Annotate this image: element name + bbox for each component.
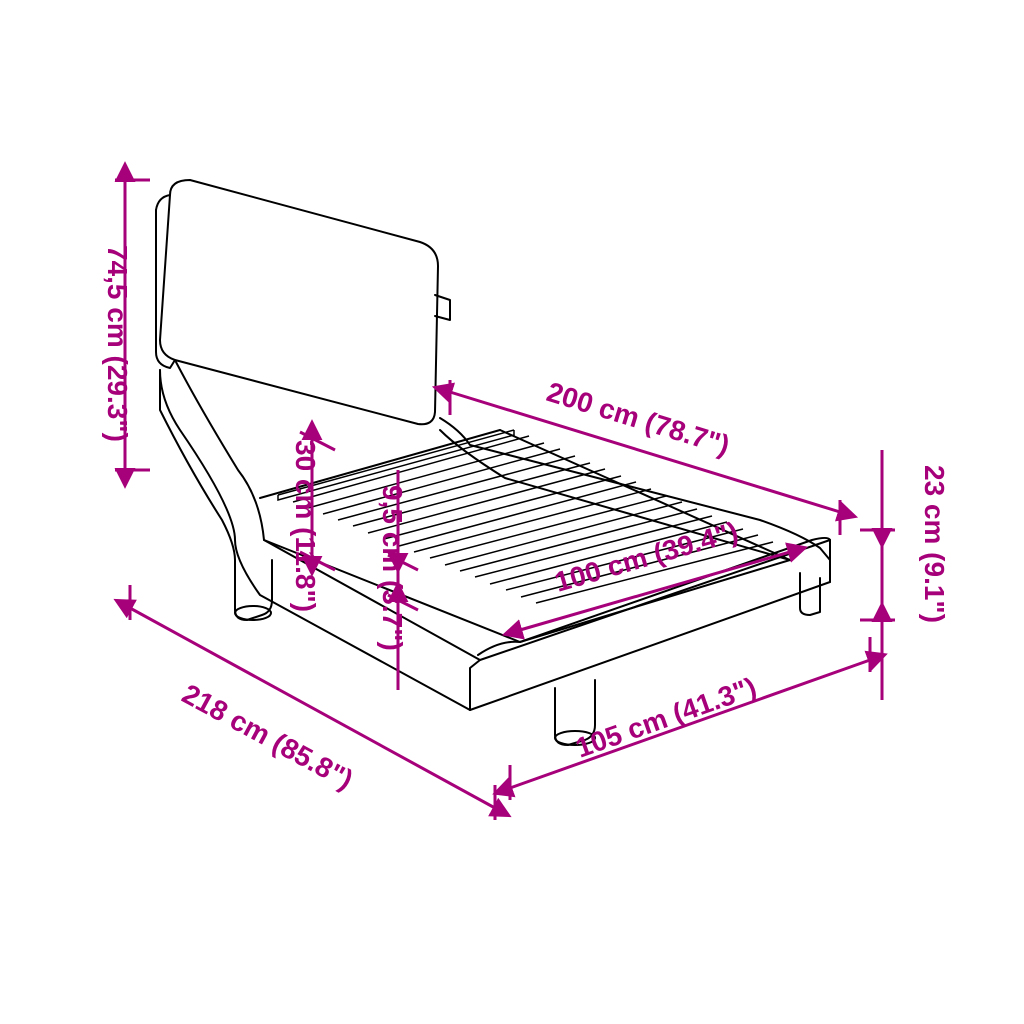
dim-inner-length: 200 cm (78.7") bbox=[543, 376, 733, 461]
dim-leg-height: 9,5 cm (3.7") bbox=[377, 485, 408, 651]
dim-overall-length: 218 cm (85.8") bbox=[177, 678, 358, 796]
dim-frame-height: 30 cm (11.8") bbox=[290, 440, 321, 612]
dim-foot-height: 23 cm (9.1") bbox=[919, 465, 950, 623]
dim-overall-width: 105 cm (41.3") bbox=[572, 671, 761, 763]
dim-headboard-height: 74,5 cm (29.3") bbox=[102, 245, 133, 442]
